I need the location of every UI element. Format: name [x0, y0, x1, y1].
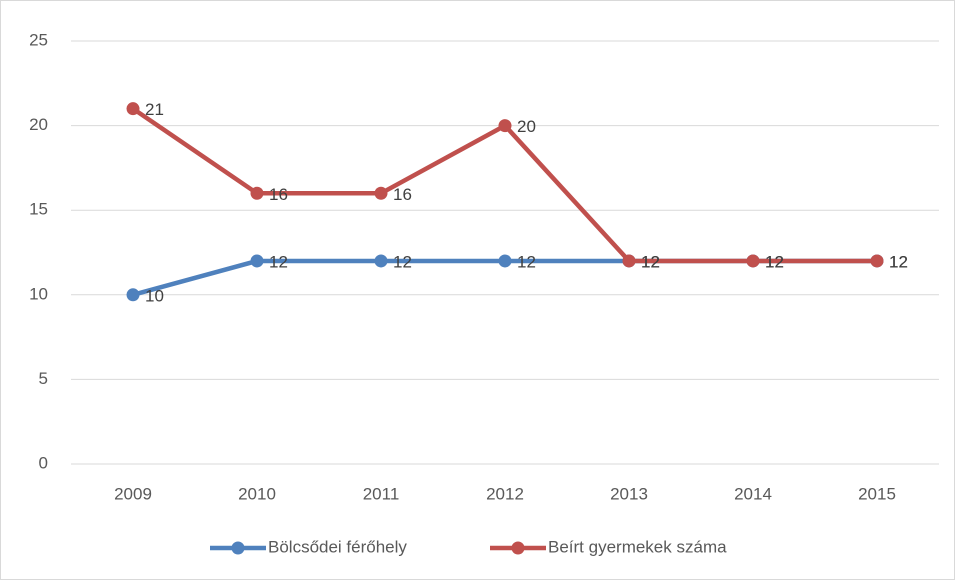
data-label: 12 — [393, 252, 412, 271]
data-label: 20 — [517, 117, 536, 136]
data-point — [870, 254, 884, 268]
x-tick-label: 2015 — [858, 484, 896, 503]
data-label: 10 — [145, 286, 164, 305]
data-point — [374, 186, 388, 200]
data-label: 12 — [517, 252, 536, 271]
data-label: 16 — [393, 185, 412, 204]
x-tick-label: 2010 — [238, 484, 276, 503]
data-point — [126, 288, 140, 302]
y-tick-label: 0 — [39, 453, 48, 472]
data-point — [250, 254, 264, 268]
data-label: 12 — [641, 252, 660, 271]
data-label: 16 — [269, 185, 288, 204]
y-tick-label: 10 — [29, 284, 48, 303]
x-tick-label: 2014 — [734, 484, 772, 503]
x-tick-label: 2013 — [610, 484, 648, 503]
data-label: 12 — [765, 252, 784, 271]
data-point — [126, 102, 140, 116]
legend-marker — [231, 541, 245, 555]
data-point — [374, 254, 388, 268]
legend-marker — [511, 541, 525, 555]
x-tick-label: 2009 — [114, 484, 152, 503]
data-point — [498, 254, 512, 268]
x-tick-label: 2012 — [486, 484, 524, 503]
x-tick-label: 2011 — [363, 484, 400, 503]
data-point — [622, 254, 636, 268]
data-point — [498, 119, 512, 133]
legend-label: Bölcsődei férőhely — [268, 537, 407, 556]
data-label: 12 — [269, 252, 288, 271]
data-label: 21 — [145, 100, 164, 119]
data-label: 12 — [889, 252, 908, 271]
data-label: 12 — [641, 252, 660, 271]
y-tick-label: 25 — [29, 30, 48, 49]
y-tick-label: 20 — [29, 115, 48, 134]
legend-label: Beírt gyermekek száma — [548, 537, 727, 556]
y-tick-label: 5 — [39, 369, 48, 388]
data-point — [746, 254, 760, 268]
data-label: 12 — [765, 252, 784, 271]
data-point — [250, 186, 264, 200]
y-tick-label: 15 — [29, 200, 48, 219]
data-label: 12 — [889, 252, 908, 271]
